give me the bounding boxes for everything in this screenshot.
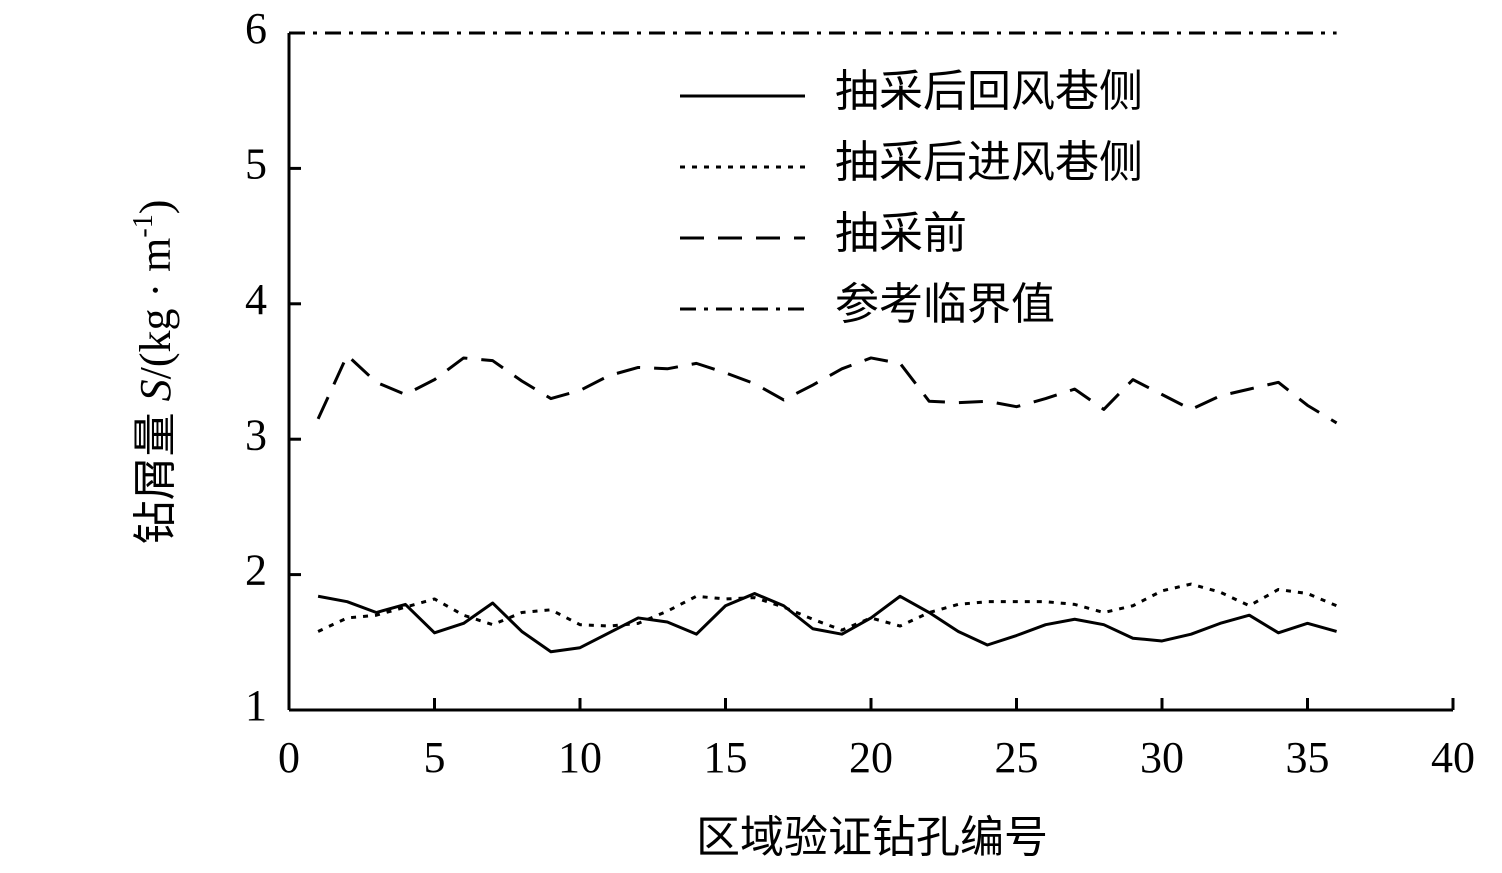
y-tick-label: 1 — [245, 681, 267, 730]
y-tick-label: 4 — [245, 275, 267, 324]
y-label-part: ) — [131, 200, 180, 215]
series-line — [317, 592, 1338, 654]
y-axis-label: 钻屑量 S/(kg · m-1) — [128, 200, 180, 545]
legend-label: 抽采前 — [835, 209, 967, 258]
legend-label: 参考临界值 — [835, 280, 1055, 329]
series-line — [317, 582, 1338, 633]
y-label-part: /(kg · m — [131, 238, 180, 380]
y-tick-label: 6 — [245, 4, 267, 53]
x-axis-label: 区域验证钻孔编号 — [696, 813, 1048, 862]
x-tick-label: 40 — [1431, 733, 1475, 782]
x-tick-label: 0 — [278, 733, 300, 782]
y-tick-label: 2 — [245, 546, 267, 595]
x-tick-label: 30 — [1140, 733, 1184, 782]
x-tick-label: 25 — [995, 733, 1039, 782]
x-tick-label: 20 — [849, 733, 893, 782]
x-tick-label: 5 — [424, 733, 446, 782]
x-tick-label: 10 — [558, 733, 602, 782]
y-tick-label: 5 — [245, 139, 267, 188]
y-label-part: -1 — [128, 214, 159, 237]
x-tick-label: 35 — [1286, 733, 1330, 782]
series-line — [316, 353, 1338, 425]
y-label-part: 钻屑量 — [131, 401, 180, 544]
x-tick-label: 15 — [704, 733, 748, 782]
y-label-part: S — [131, 379, 180, 401]
y-tick-label: 3 — [245, 410, 267, 459]
legend-label: 抽采后回风巷侧 — [835, 67, 1143, 116]
legend-label: 抽采后进风巷侧 — [835, 138, 1143, 187]
